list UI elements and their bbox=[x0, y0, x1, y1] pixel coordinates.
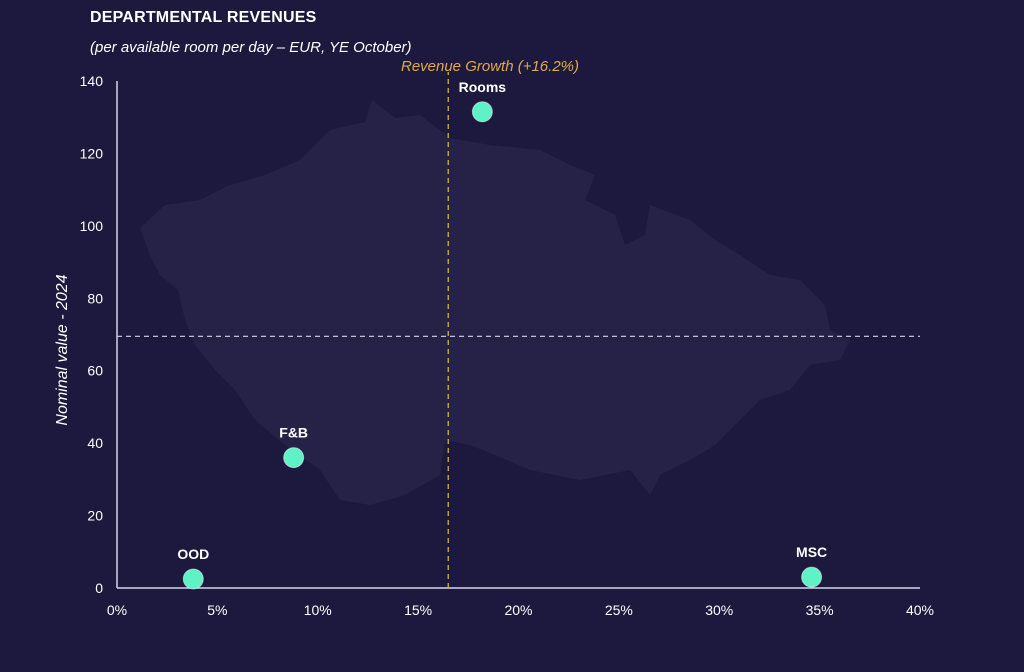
y-tick-label: 80 bbox=[87, 290, 103, 306]
data-point-label: F&B bbox=[279, 425, 308, 441]
y-tick-label: 120 bbox=[80, 145, 104, 161]
reference-line-label: Revenue Growth (+16.2%) bbox=[401, 58, 579, 75]
x-tick-label: 15% bbox=[404, 602, 432, 618]
y-tick-label: 40 bbox=[87, 435, 103, 451]
data-point-label: OOD bbox=[177, 546, 209, 562]
czech-map-background bbox=[140, 100, 850, 505]
data-point bbox=[283, 447, 305, 469]
x-tick-label: 5% bbox=[207, 602, 227, 618]
y-tick-label: 60 bbox=[87, 363, 103, 379]
x-tick-label: 20% bbox=[504, 602, 532, 618]
x-tick-label: 10% bbox=[304, 602, 332, 618]
x-tick-label: 35% bbox=[806, 602, 834, 618]
y-axis-label: Nominal value - 2024 bbox=[54, 274, 71, 425]
data-point bbox=[471, 101, 493, 123]
data-point-label: Rooms bbox=[459, 79, 507, 95]
data-point bbox=[182, 568, 204, 590]
x-tick-label: 25% bbox=[605, 602, 633, 618]
y-tick-label: 0 bbox=[95, 580, 103, 596]
chart-subtitle: (per available room per day – EUR, YE Oc… bbox=[90, 39, 412, 56]
data-point bbox=[801, 566, 823, 588]
x-tick-label: 40% bbox=[906, 602, 934, 618]
chart-title: DEPARTMENTAL REVENUES bbox=[90, 9, 317, 26]
x-tick-label: 30% bbox=[705, 602, 733, 618]
x-tick-label: 0% bbox=[107, 602, 127, 618]
data-point-label: MSC bbox=[796, 544, 827, 560]
y-tick-label: 140 bbox=[80, 73, 104, 89]
y-tick-label: 100 bbox=[80, 218, 104, 234]
y-tick-label: 20 bbox=[87, 508, 103, 524]
